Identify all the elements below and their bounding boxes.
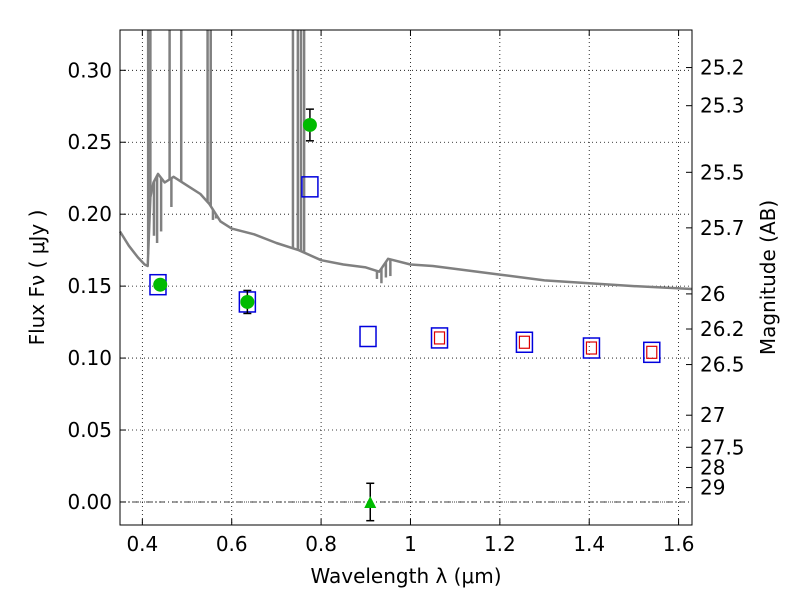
red-band-marker	[646, 345, 658, 359]
y-tick-label: 0.30	[67, 58, 112, 82]
model-band-marker	[359, 325, 377, 348]
magnitude-tick-label: 29	[700, 476, 725, 500]
observed-flux-point	[302, 117, 317, 132]
x-tick-label: 1	[404, 532, 417, 556]
magnitude-tick-label: 26.2	[700, 317, 745, 341]
grid-lines	[120, 30, 692, 525]
magnitude-tick-label: 25.2	[700, 56, 745, 80]
model-band-marker	[643, 341, 661, 364]
magnitude-tick-label: 25.7	[700, 216, 745, 240]
magnitude-axis-label: Magnitude (AB)	[756, 200, 780, 355]
y-axis-ticks: 0.00 0.05 0.10 0.15 0.20 0.25 0.30	[67, 58, 126, 514]
magnitude-tick-label: 27	[700, 403, 725, 427]
model-spectrum	[118, 30, 693, 291]
x-tick-label: 1.6	[663, 532, 695, 556]
y-tick-label: 0.00	[67, 490, 112, 514]
x-tick-label: 0.4	[126, 532, 158, 556]
model-band-marker	[515, 331, 534, 354]
magnitude-tick-label: 25.3	[700, 94, 745, 118]
observed-flux-point	[153, 277, 168, 292]
red-band-marker	[433, 331, 446, 345]
y-tick-label: 0.10	[67, 346, 112, 370]
y-tick-label: 0.05	[67, 418, 112, 442]
red-band-marker	[518, 335, 531, 349]
y-axis-label: Flux Fν ( μJy )	[25, 210, 49, 346]
red-band-marker	[585, 341, 598, 355]
x-axis-label: Wavelength λ (μm)	[310, 564, 501, 588]
model-band-marker	[582, 337, 601, 359]
y-tick-label: 0.25	[67, 130, 112, 154]
model-continuum-line	[118, 172, 693, 291]
model-band-marker	[430, 327, 449, 349]
magnitude-tick-label: 25.5	[700, 160, 745, 184]
x-tick-label: 0.8	[305, 532, 337, 556]
model-band-marker	[301, 176, 319, 198]
magnitude-tick-label: 28	[700, 455, 725, 479]
x-tick-label: 0.6	[216, 532, 248, 556]
y-tick-label: 0.15	[67, 274, 112, 298]
magnitude-tick-label: 26	[700, 282, 725, 306]
x-axis-ticks: 0.4 0.6 0.8 1 1.2 1.4 1.6	[126, 30, 695, 556]
x-tick-label: 1.2	[484, 532, 516, 556]
x-tick-label: 1.4	[573, 532, 605, 556]
y-tick-label: 0.20	[67, 202, 112, 226]
data-points	[149, 108, 661, 522]
magnitude-tick-label: 27.5	[700, 435, 745, 459]
upper-limit-marker	[364, 495, 377, 508]
observed-flux-point	[240, 294, 255, 309]
plot-frame	[119, 29, 693, 526]
magnitude-tick-label: 26.5	[700, 353, 745, 377]
